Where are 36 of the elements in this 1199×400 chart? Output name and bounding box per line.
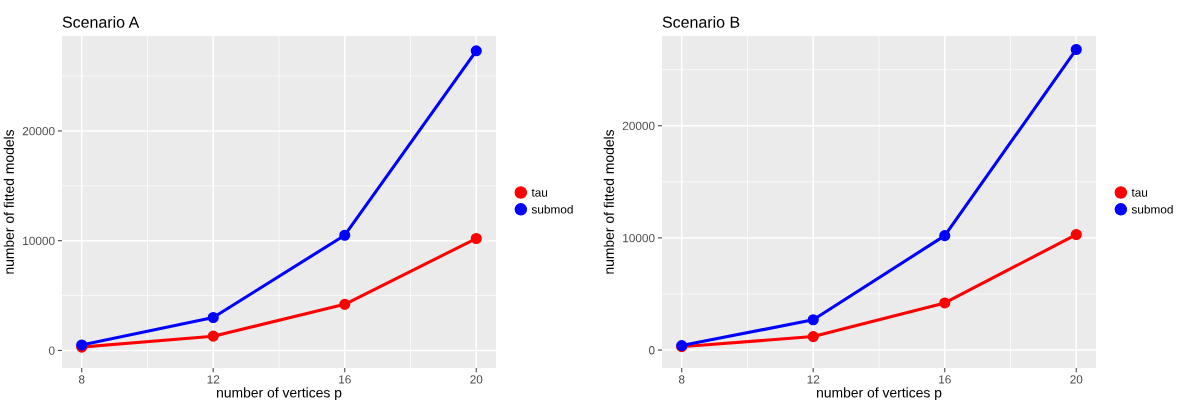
- point: [339, 229, 351, 241]
- y-tick-label: 20000: [622, 121, 655, 131]
- x-tick-label: 16: [339, 375, 351, 384]
- y-tick-label: 10000: [23, 236, 55, 246]
- point: [470, 45, 482, 57]
- x-tick-label: 20: [1070, 375, 1083, 384]
- y-tick-label: 10000: [623, 233, 655, 243]
- x-axis-title: number of vertices p: [217, 387, 342, 400]
- point: [1070, 43, 1082, 56]
- chart-title: Scenario B: [662, 16, 740, 28]
- point: [339, 298, 351, 310]
- x-axis-title: number of vertices p: [817, 387, 942, 400]
- point: [207, 330, 219, 342]
- chart-title: Scenario A: [62, 16, 140, 28]
- x-tick-label: 20: [470, 375, 483, 384]
- x-tick-label: 12: [207, 375, 220, 384]
- y-axis-title: number of fitted models: [603, 129, 614, 274]
- point: [807, 314, 819, 326]
- legend-label: tau: [1131, 188, 1148, 197]
- x-tick-label: 16: [939, 375, 951, 384]
- legend-label: submod: [1131, 204, 1173, 214]
- y-tick-label: 20000: [22, 126, 55, 136]
- y-tick-label: 0: [48, 346, 55, 355]
- x-tick-label: 12: [807, 375, 820, 384]
- point: [807, 331, 819, 343]
- legend-label: tau: [531, 188, 548, 197]
- point: [939, 230, 951, 242]
- legend-label: submod: [531, 204, 573, 214]
- x-tick-label: 8: [78, 375, 85, 384]
- y-axis-title: number of fitted models: [3, 129, 14, 274]
- x-tick-label: 8: [678, 375, 685, 384]
- y-tick-label: 0: [648, 346, 655, 355]
- point: [470, 232, 482, 245]
- point: [207, 311, 219, 324]
- point: [1070, 228, 1082, 241]
- point: [939, 297, 951, 309]
